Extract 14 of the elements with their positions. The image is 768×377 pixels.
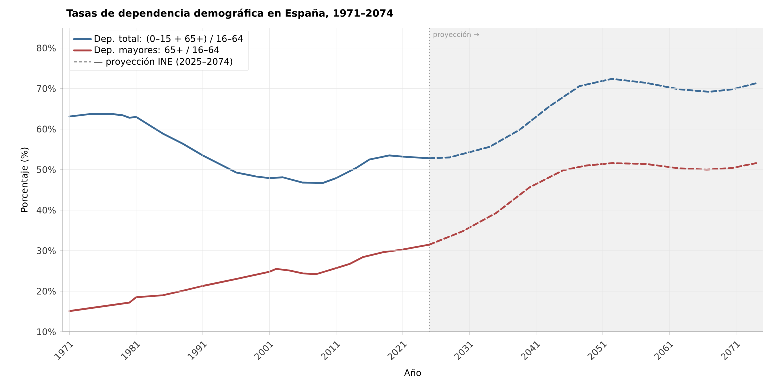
chart-title: Tasas de dependencia demográfica en España, 1971–2074 (66, 8, 394, 20)
y-tick-label: 50% (37, 166, 56, 174)
x-axis-title: Año (404, 369, 422, 376)
y-tick-label: 30% (37, 248, 56, 254)
y-tick-label: 40% (36, 206, 56, 214)
y-axis-title: Porcentaje (%) (20, 148, 30, 212)
legend-label: Dep. total: (0–15 + 65+) / 16–64 (94, 35, 243, 44)
y-tick-label: 10% (37, 328, 56, 336)
annotation: — proyección INE (2025–2074) (94, 58, 232, 67)
y-tick-label: 80% (37, 44, 56, 52)
y-tick-label: 60% (37, 126, 56, 133)
legend-label: Dep. mayores: 65+ / 16–64 (94, 46, 220, 56)
y-tick-label: 20% (37, 288, 56, 295)
y-tick-label: 70% (37, 85, 56, 92)
